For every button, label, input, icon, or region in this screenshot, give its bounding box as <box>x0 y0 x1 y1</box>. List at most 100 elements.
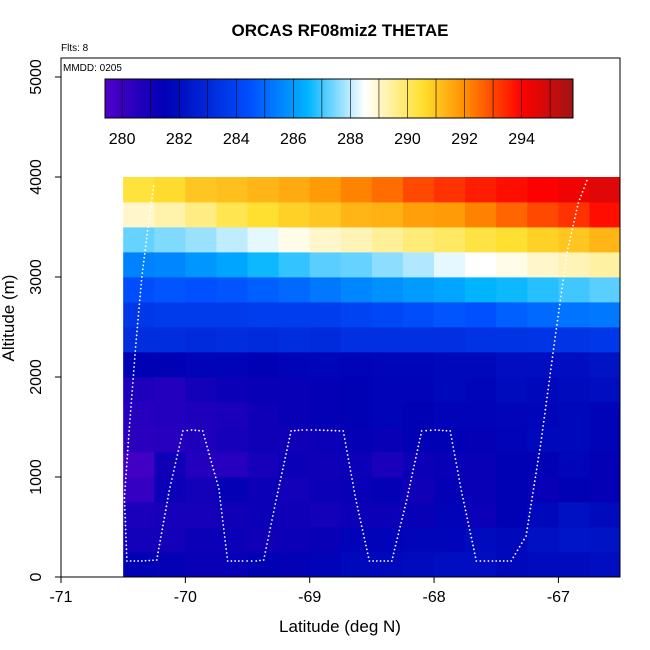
track-point <box>537 456 540 459</box>
heatmap-cell <box>185 402 217 428</box>
track-point <box>265 547 268 549</box>
track-point <box>172 470 175 472</box>
track-point <box>127 445 129 448</box>
track-point <box>146 233 148 236</box>
colorbar-gradient <box>104 78 574 119</box>
track-point <box>456 470 459 472</box>
track-point <box>363 536 366 539</box>
track-point <box>562 275 565 278</box>
track-point <box>410 476 413 478</box>
track-point <box>538 448 541 451</box>
track-point <box>351 482 354 484</box>
track-point <box>557 311 560 314</box>
heatmap-cell <box>278 527 311 553</box>
track-point <box>271 515 274 517</box>
track-point <box>221 520 224 522</box>
heatmap-cell <box>527 327 559 353</box>
track-point <box>128 426 131 428</box>
heatmap-cell <box>123 527 155 553</box>
track-point <box>246 560 249 562</box>
heatmap-cell <box>496 352 528 378</box>
track-point <box>129 410 132 412</box>
heatmap-cell <box>340 377 373 403</box>
heatmap-cell <box>216 302 248 328</box>
track-point <box>148 559 151 562</box>
track-point <box>345 446 348 448</box>
heatmap-cell <box>247 402 280 428</box>
track-point <box>226 560 229 562</box>
heatmap-cell <box>278 377 311 403</box>
track-point <box>179 442 182 444</box>
x-axis: -71 -70 -69 -68 -67 <box>49 577 570 606</box>
track-point <box>162 524 164 527</box>
track-point <box>133 358 136 360</box>
track-point <box>464 509 467 512</box>
heatmap-cell <box>558 402 590 428</box>
track-point <box>262 559 265 561</box>
track-point <box>234 560 236 562</box>
track-point <box>356 505 359 508</box>
y-tick-label: 0 <box>28 572 45 581</box>
track-point <box>131 382 134 384</box>
track-point <box>565 255 568 257</box>
heatmap-cell <box>278 252 311 278</box>
track-point <box>133 362 136 364</box>
track-point <box>124 485 127 488</box>
track-point <box>352 486 355 488</box>
track-point <box>541 433 543 435</box>
track-point <box>201 430 204 432</box>
track-point <box>453 450 455 452</box>
track-point <box>573 220 575 223</box>
track-point <box>563 267 566 270</box>
track-point <box>126 457 129 460</box>
track-point <box>174 462 177 464</box>
track-point <box>124 532 127 535</box>
y-tick-label: 2000 <box>28 359 45 395</box>
date-note: MMDD: 0205 <box>63 63 122 74</box>
track-point <box>241 560 244 562</box>
track-point <box>301 429 304 431</box>
track-point <box>518 545 521 548</box>
heatmap-cell <box>589 302 621 328</box>
y-axis-label: Altitude (m) <box>0 275 18 362</box>
heatmap-cell <box>465 302 497 328</box>
heatmap-cell <box>402 377 435 403</box>
track-point <box>137 560 140 562</box>
track-point <box>126 560 128 562</box>
track-point <box>134 350 137 352</box>
track-point <box>534 476 537 479</box>
track-point <box>561 287 563 290</box>
track-point <box>130 394 133 396</box>
track-point <box>282 464 285 467</box>
track-point <box>173 466 176 468</box>
x-tick-label: -67 <box>547 589 570 606</box>
track-point <box>334 429 337 432</box>
track-point <box>379 560 382 562</box>
track-point <box>124 524 127 527</box>
heatmap-cell <box>340 177 373 203</box>
track-point <box>129 414 132 416</box>
track-point <box>412 468 415 471</box>
track-point <box>479 560 482 562</box>
heatmap-cell <box>402 202 435 228</box>
track-point <box>549 372 552 375</box>
heatmap-cell <box>154 277 186 303</box>
heatmap-cell <box>247 452 280 478</box>
track-point <box>405 499 408 501</box>
track-point <box>124 512 126 515</box>
heatmap-cell <box>402 352 435 378</box>
track-point <box>259 559 261 562</box>
track-point <box>162 520 165 523</box>
heatmap-cell <box>247 277 280 303</box>
heatmap-cell <box>465 402 497 428</box>
heatmap-cell <box>496 252 528 278</box>
track-point <box>472 548 475 551</box>
track-point <box>127 441 130 444</box>
heatmap-cell <box>278 327 311 353</box>
track-point <box>137 318 139 321</box>
track-point <box>467 525 470 527</box>
track-point <box>124 520 127 523</box>
heatmap-cell <box>309 502 342 528</box>
track-point <box>403 506 406 509</box>
